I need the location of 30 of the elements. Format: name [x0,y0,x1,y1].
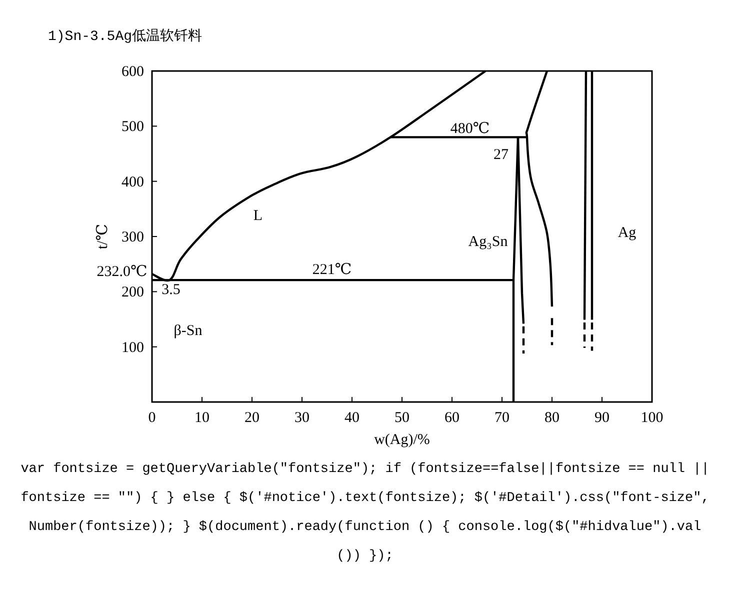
annotation: L [253,208,263,224]
x-tick-label: 90 [594,410,610,426]
text: var fontsize = getQueryVariable("fontsize"); if (fontsize==false||fontsize == null || fontsize == "") { } else { $('#notice').text(fontsize); $('#Detail').css("font-size", Number(fontsize)); } $(document).ready(function () { console.log($("#hidvalue").val ()) }); [20,461,710,566]
x-tick-label: 50 [394,410,410,426]
y-tick-label: 400 [122,174,144,190]
y-axis-title: t/℃ [95,224,111,250]
x-tick-label: 20 [244,410,260,426]
x-tick-label: 30 [294,410,310,426]
y-tick-label: 600 [122,64,144,80]
x-tick-label: 0 [148,410,156,426]
x-tick-label: 60 [444,410,460,426]
x-tick-label: 40 [344,410,360,426]
y-tick-label: 300 [122,230,144,246]
annotation: Ag₃Sn [468,234,508,250]
x-tick-label: 10 [194,410,210,426]
x-tick-label: 100 [640,410,664,426]
annotation: 27 [494,147,509,163]
x-tick-label: 70 [494,410,510,426]
annotation: 480℃ [450,121,490,137]
annotation: β-Sn [174,323,203,339]
annotation: 3.5 [162,282,180,298]
annotation: Ag [618,225,637,241]
x-axis-title: w(Ag)/% [374,432,430,448]
annotation: 221℃ [312,262,352,278]
y-tick-label: 100 [122,340,144,356]
y-tick-label: 500 [122,119,144,136]
chart-title: 1)Sn-3.5Ag低温软钎料 [48,28,202,45]
x-tick-label: 80 [544,410,560,426]
y-tick-label: 200 [122,284,144,301]
text: 232.0℃ [96,264,148,280]
